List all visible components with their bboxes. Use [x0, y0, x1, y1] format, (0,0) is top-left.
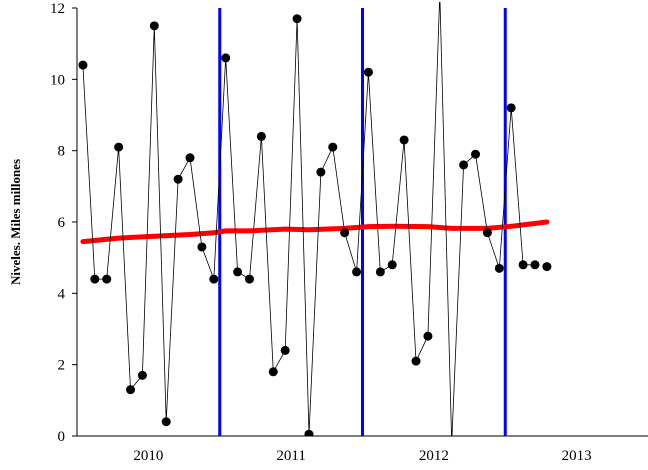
y-tick-label: 10	[50, 72, 65, 88]
data-point	[387, 260, 397, 270]
data-point	[126, 385, 136, 395]
data-point	[506, 103, 516, 113]
data-point	[102, 274, 112, 284]
data-point	[280, 345, 290, 355]
data-point	[256, 131, 266, 141]
data-point	[292, 14, 302, 24]
y-tick-label: 2	[58, 358, 66, 374]
data-point	[304, 429, 314, 436]
year-divider-lines	[218, 8, 507, 436]
data-point	[114, 142, 124, 152]
y-axis-label: Niveles. Miles millones	[8, 159, 23, 285]
x-tick-label: 2010	[133, 448, 163, 464]
y-tick-label: 8	[58, 144, 66, 160]
data-point	[518, 260, 528, 270]
x-tick-label: 2013	[562, 448, 592, 464]
y-tick-label: 4	[58, 286, 66, 302]
data-point	[530, 260, 540, 270]
y-tick-label: 12	[50, 1, 65, 17]
data-point	[90, 274, 100, 284]
y-tick-label: 0	[58, 429, 66, 445]
y-tick-labels: 0 2 4 6 8 10 12	[50, 1, 66, 445]
data-point	[185, 153, 195, 163]
levels-series	[78, 2, 552, 436]
data-point	[352, 267, 362, 277]
y-tick-label: 6	[58, 215, 66, 231]
data-point	[244, 274, 254, 284]
data-point	[161, 417, 171, 427]
data-point	[233, 267, 243, 277]
series-line	[82, 2, 535, 436]
data-point	[197, 242, 207, 252]
data-point	[482, 228, 492, 238]
data-point	[209, 274, 219, 284]
data-point	[459, 160, 469, 170]
axes	[72, 7, 648, 437]
data-point	[542, 262, 552, 272]
data-point	[363, 67, 373, 77]
data-point	[471, 149, 481, 159]
x-tick-label: 2012	[419, 448, 449, 464]
data-point	[423, 331, 433, 341]
data-point	[494, 263, 504, 273]
data-point	[340, 228, 350, 238]
data-point	[375, 267, 385, 277]
data-point	[173, 174, 183, 184]
trend-series	[80, 219, 550, 245]
data-point	[328, 142, 338, 152]
data-point	[399, 135, 409, 145]
data-point	[221, 53, 231, 63]
trend-line	[80, 219, 550, 245]
x-tick-labels: 2010 2011 2012 2013	[133, 448, 591, 464]
data-point	[411, 356, 421, 366]
x-tick-label: 2011	[276, 448, 305, 464]
data-point	[78, 60, 88, 70]
data-point	[137, 370, 147, 380]
data-point	[268, 367, 278, 377]
data-point	[316, 167, 326, 177]
data-point	[149, 21, 159, 31]
